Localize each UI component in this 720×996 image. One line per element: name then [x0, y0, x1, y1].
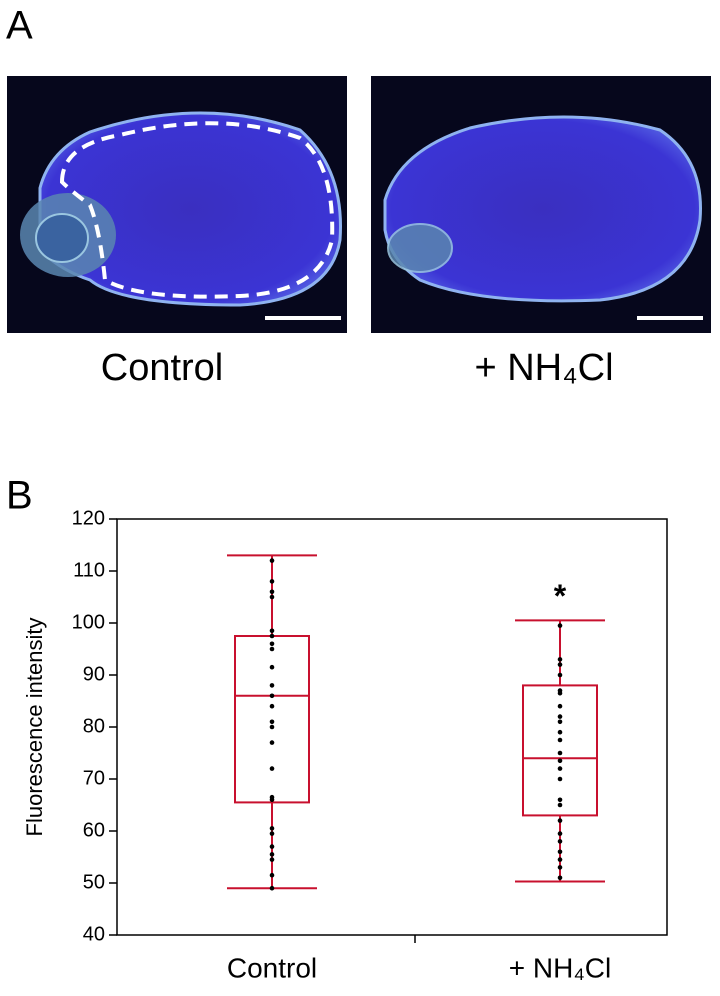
data-point — [557, 839, 563, 844]
image-label: + NH₄Cl — [474, 347, 613, 389]
y-tick-label: 90 — [83, 663, 105, 685]
significance-annotation: * — [554, 578, 567, 614]
y-tick-label: 120 — [72, 507, 105, 529]
data-point — [557, 802, 563, 808]
data-point — [269, 797, 275, 803]
data-point — [269, 633, 275, 639]
y-tick-label: 100 — [72, 611, 105, 633]
data-point — [557, 657, 563, 662]
data-point — [269, 628, 275, 634]
data-point — [557, 766, 563, 771]
box — [522, 684, 598, 817]
data-point — [557, 875, 563, 881]
panel-label: B — [6, 474, 33, 518]
data-point — [269, 857, 275, 862]
data-point — [269, 852, 275, 857]
data-point — [269, 594, 275, 600]
data-point — [269, 766, 275, 771]
data-point — [557, 750, 563, 756]
data-point — [269, 589, 275, 595]
data-point — [269, 646, 275, 652]
data-point — [557, 690, 563, 696]
plot-frame — [116, 518, 668, 936]
data-point — [557, 831, 563, 836]
micrograph — [7, 76, 347, 333]
box — [234, 635, 310, 804]
data-point — [557, 857, 563, 862]
data-point — [269, 683, 275, 688]
data-point — [269, 664, 275, 670]
data-point — [269, 885, 275, 891]
data-point — [557, 672, 563, 678]
y-tick-label: 110 — [73, 559, 105, 581]
data-point — [269, 872, 275, 878]
data-point — [269, 831, 275, 836]
data-point — [557, 865, 563, 870]
data-point — [557, 729, 563, 735]
y-tick-label: 60 — [83, 819, 105, 841]
data-point — [557, 719, 563, 725]
x-tick-label: Control — [227, 952, 317, 983]
data-point — [269, 579, 275, 584]
data-point — [269, 693, 275, 699]
y-axis-title: Fluorescence intensity — [22, 618, 47, 837]
data-point — [557, 703, 563, 709]
data-point — [557, 776, 563, 782]
data-point — [557, 714, 563, 719]
y-tick-label: 50 — [83, 871, 105, 893]
image-label: Control — [101, 347, 224, 389]
y-tick-label: 70 — [83, 767, 105, 789]
data-point — [269, 641, 275, 647]
data-point — [269, 719, 275, 725]
y-tick-label: 80 — [83, 715, 105, 737]
data-point — [269, 826, 275, 831]
micrograph — [371, 76, 711, 333]
data-point — [269, 558, 275, 563]
data-point — [557, 662, 563, 667]
data-point — [557, 797, 563, 803]
data-point — [269, 740, 275, 745]
data-point — [269, 703, 275, 709]
data-point — [557, 623, 563, 628]
data-point — [269, 724, 275, 730]
data-point — [557, 737, 563, 743]
box-plot: Fluorescence intensity 40 50 60 70 80 90 100 11… — [22, 507, 668, 983]
data-point — [557, 818, 563, 823]
x-tick-label: + NH₄Cl — [509, 952, 611, 983]
panel-label: A — [6, 4, 33, 48]
data-point — [557, 849, 563, 855]
data-point — [269, 844, 275, 849]
data-point — [557, 758, 563, 764]
y-tick-label: 40 — [83, 923, 105, 945]
